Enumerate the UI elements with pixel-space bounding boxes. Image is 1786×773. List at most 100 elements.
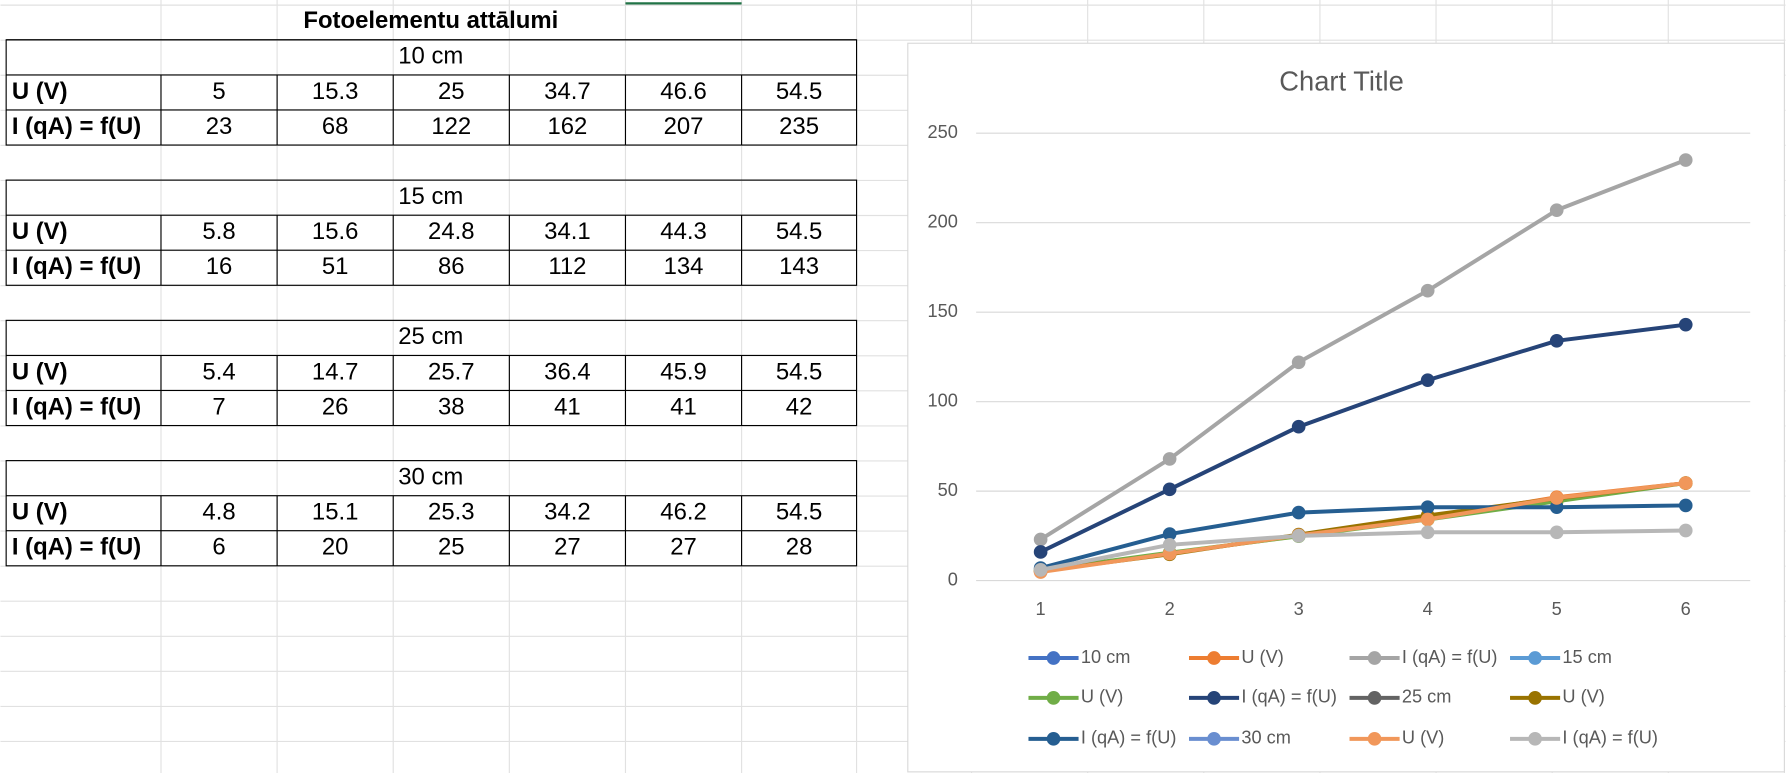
cell-value: 34.1 (544, 218, 591, 245)
marker (1162, 482, 1177, 497)
legend-marker (1046, 691, 1061, 705)
marker (1420, 525, 1435, 540)
cell-value: 34.2 (544, 499, 591, 526)
cell-value: 41 (670, 393, 697, 420)
cell-value: 5.8 (202, 218, 235, 245)
cell-value: 23 (206, 113, 233, 140)
cell-value: 45.9 (660, 358, 707, 385)
cell-value: 25.3 (428, 499, 475, 526)
marker (1033, 545, 1048, 559)
cell-value: 42 (786, 393, 813, 420)
legend-label: I (qA) = f(U) (1081, 728, 1177, 748)
series-line (1040, 503, 1686, 571)
legend-marker (1367, 732, 1382, 746)
legend-marker (1367, 651, 1382, 665)
cell-value: 54.5 (776, 218, 823, 245)
marker (1033, 532, 1048, 547)
legend-marker (1046, 732, 1061, 746)
x-tick-label: 3 (1294, 599, 1304, 619)
cell-value: 6 (212, 534, 225, 561)
legend-label: I (qA) = f(U) (1241, 687, 1337, 707)
marker (1549, 525, 1564, 540)
chart-title: Chart Title (1279, 65, 1403, 96)
marker (1291, 505, 1306, 520)
row-label: I (qA) = f(U) (12, 393, 141, 420)
marker (1678, 317, 1693, 332)
legend-marker (1046, 651, 1061, 665)
block-label: 15 cm (398, 183, 463, 210)
x-tick-label: 2 (1165, 599, 1175, 619)
cell-value: 16 (206, 253, 233, 280)
row-label: I (qA) = f(U) (12, 534, 141, 561)
row-label: U (V) (12, 358, 68, 385)
legend-marker (1207, 732, 1221, 746)
legend-label: U (V) (1562, 687, 1604, 707)
marker (1549, 203, 1564, 217)
legend-label: U (V) (1241, 647, 1283, 667)
series-line (1039, 158, 1687, 542)
cell-value: 68 (322, 113, 349, 140)
cell-value: 15.6 (312, 218, 359, 245)
cell-value: 34.7 (544, 78, 591, 105)
cell-value: 27 (554, 534, 581, 561)
legend-marker (1528, 651, 1542, 665)
cell-value: 36.4 (544, 358, 591, 385)
marker (1678, 153, 1693, 167)
cell-value: 86 (438, 253, 465, 280)
cell-value: 51 (322, 253, 349, 280)
block-label: 25 cm (398, 323, 463, 350)
marker (1291, 529, 1306, 543)
row-label: I (qA) = f(U) (12, 113, 141, 140)
table: Fotoelementu attālumi 10 cm U (V) 5 15.3 25 3… (5, 7, 858, 567)
y-tick-label: 250 (928, 122, 958, 142)
marker (1162, 452, 1177, 466)
y-tick-label: 0 (948, 569, 958, 589)
legend-label: 30 cm (1241, 728, 1291, 748)
series-line (1039, 322, 1686, 554)
x-tick-label: 5 (1552, 599, 1562, 619)
cell-value: 15.1 (312, 499, 359, 526)
cell-border (5, 39, 858, 146)
legend-label: 10 cm (1081, 647, 1131, 667)
x-tick-label: 1 (1036, 599, 1046, 619)
marker (1291, 419, 1306, 434)
cell-value: 162 (547, 113, 587, 140)
chart: 0 50 100 150 200 250 1 2 3 4 5 6 10 cm U (V) I (qA) = … (928, 122, 1751, 748)
cell-value: 54.5 (776, 78, 823, 105)
legend-label: 25 cm (1402, 687, 1452, 707)
cell-border (5, 319, 858, 427)
cell-value: 122 (431, 113, 471, 140)
legend-marker (1528, 691, 1542, 705)
row-label: I (qA) = f(U) (12, 253, 141, 280)
cell-value: 41 (554, 393, 581, 420)
y-tick-label: 150 (928, 301, 958, 321)
y-tick-label: 50 (938, 480, 958, 500)
row-label: U (V) (12, 218, 68, 245)
cell-border (5, 179, 858, 286)
cell-value: 28 (786, 534, 813, 561)
marker (1549, 491, 1564, 505)
marker (1549, 333, 1564, 348)
table-title: Fotoelementu attālumi (303, 7, 558, 34)
row-label: U (V) (12, 78, 68, 105)
legend-marker (1528, 732, 1542, 746)
x-tick-label: 4 (1423, 599, 1433, 619)
cell-value: 25 (438, 534, 465, 561)
cell-value: 46.2 (660, 499, 707, 526)
marker (1678, 523, 1693, 538)
marker (1033, 563, 1048, 577)
legend-label: 15 cm (1562, 647, 1612, 667)
cell-value: 235 (779, 113, 819, 140)
cell-value: 112 (548, 253, 586, 280)
legend-label: I (qA) = f(U) (1402, 647, 1498, 667)
cell-value: 26 (322, 393, 349, 420)
cell-value: 4.8 (202, 499, 235, 526)
cell-value: 25.7 (428, 358, 475, 385)
cell-value: 143 (779, 253, 819, 280)
cell-value: 44.3 (660, 218, 707, 245)
cell-value: 207 (664, 113, 704, 140)
cell-value: 46.6 (660, 78, 707, 105)
series-line (1040, 528, 1686, 572)
marker (1162, 537, 1177, 552)
cell-value: 54.5 (776, 499, 823, 526)
